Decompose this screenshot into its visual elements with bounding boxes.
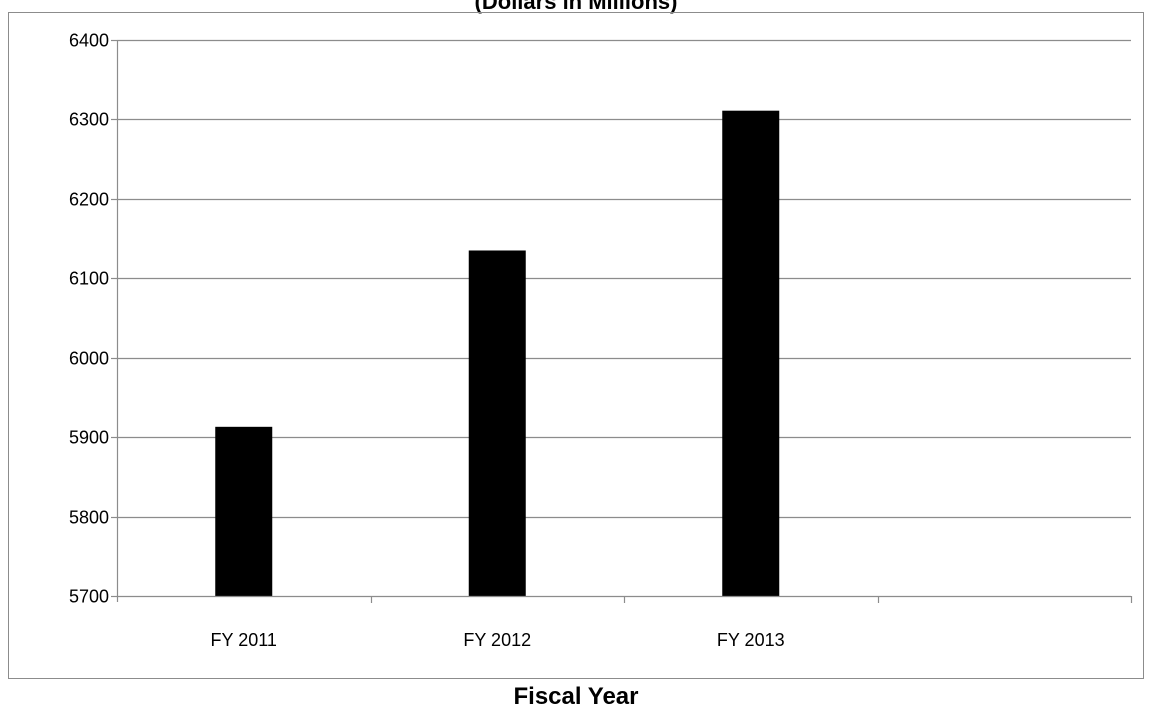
- y-tick-label: 6000: [69, 349, 109, 369]
- y-tick-label: 5700: [69, 587, 109, 607]
- bars: [215, 110, 780, 596]
- x-tick-label: FY 2012: [463, 630, 531, 650]
- x-tick-label: FY 2013: [717, 630, 785, 650]
- chart-title: (Dollars in Millions): [474, 0, 678, 14]
- bar: [722, 110, 780, 596]
- y-tick-label: 6100: [69, 269, 109, 289]
- x-axis-label: Fiscal Year: [513, 683, 639, 710]
- y-tick-label: 5800: [69, 508, 109, 528]
- bar: [468, 250, 526, 596]
- gridlines: [117, 39, 1131, 519]
- tick-labels: 5700 5800 5900 6000 6100 6200 6300 6400 FY 2011 F…: [69, 31, 785, 651]
- y-tick-label: 6300: [69, 110, 109, 130]
- x-tick-label: FY 2011: [211, 630, 277, 650]
- y-tick-label: 5900: [69, 428, 109, 448]
- y-tick-label: 6200: [69, 190, 109, 210]
- axes: [111, 39, 1133, 603]
- y-tick-label: 6400: [69, 31, 109, 51]
- bar: [215, 426, 273, 596]
- chart-frame: [8, 12, 1144, 679]
